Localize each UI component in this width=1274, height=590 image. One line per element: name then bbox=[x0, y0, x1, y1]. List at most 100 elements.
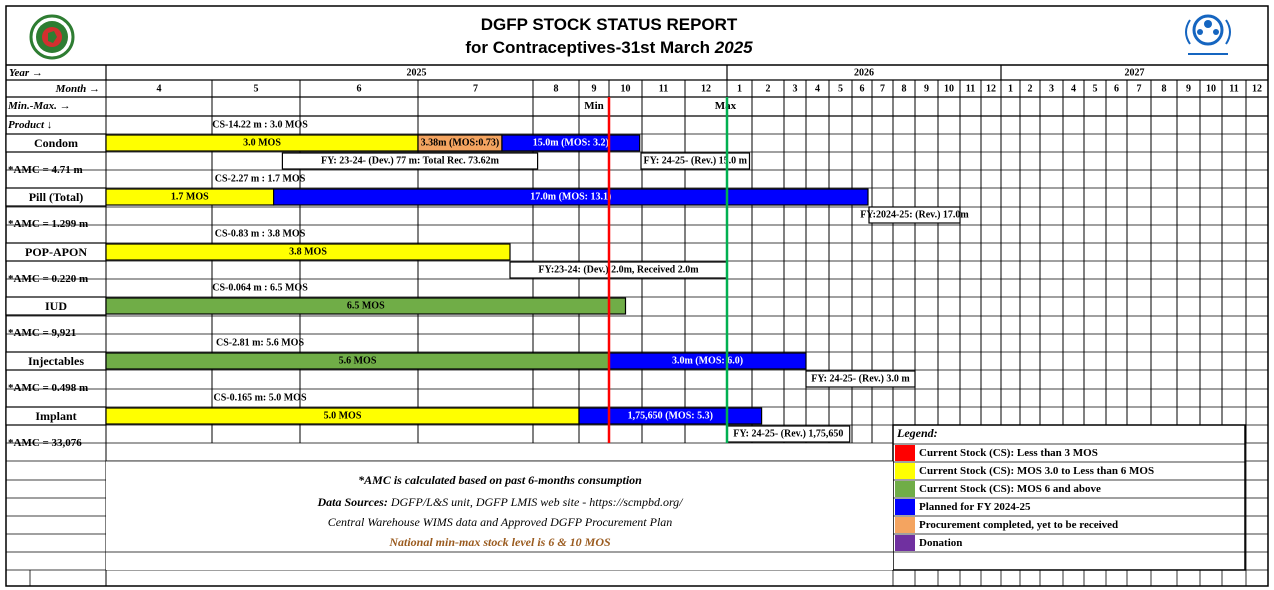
subtitle-prefix: for Contraceptives-31st March bbox=[465, 38, 715, 57]
month-label: 5 bbox=[838, 84, 843, 95]
month-label: 5 bbox=[254, 84, 259, 95]
month-label: 6 bbox=[1114, 84, 1119, 95]
legend-swatch bbox=[895, 463, 915, 479]
legend-swatch bbox=[895, 499, 915, 515]
month-label: 2 bbox=[766, 84, 771, 95]
report-subtitle: for Contraceptives-31st March 2025 bbox=[0, 38, 1218, 58]
legend-swatch bbox=[895, 445, 915, 461]
bar-label: 17.0m (MOS: 13.1) bbox=[530, 192, 611, 203]
month-label: 10 bbox=[621, 84, 631, 95]
month-label: 12 bbox=[701, 84, 711, 95]
fy-note-box bbox=[281, 152, 539, 170]
product-name-pop-apon: POP-APON bbox=[25, 245, 87, 259]
legend-swatch bbox=[895, 481, 915, 497]
month-label: 7 bbox=[880, 84, 885, 95]
bar-label: 3.8 MOS bbox=[289, 247, 327, 258]
amc-label: *AMC = 0.220 m bbox=[8, 273, 88, 285]
month-label: 10 bbox=[944, 84, 954, 95]
report-title: DGFP STOCK STATUS REPORT bbox=[480, 15, 738, 34]
month-label: 6 bbox=[357, 84, 362, 95]
month-label: 2 bbox=[1028, 84, 1033, 95]
cs-label: CS-0.064 m : 6.5 MOS bbox=[212, 283, 308, 294]
amc-label: *AMC = 9,921 bbox=[8, 327, 76, 339]
legend-label: Current Stock (CS): MOS 6 and above bbox=[919, 483, 1101, 495]
bar-label: 3.0 MOS bbox=[243, 138, 281, 149]
product-name-injectables: Injectables bbox=[28, 354, 84, 368]
stock-bar bbox=[273, 188, 869, 206]
fy-note-label: FY:2024-25: (Rev.) 17.0m bbox=[860, 210, 969, 221]
month-label: 10 bbox=[1206, 84, 1216, 95]
month-label: 7 bbox=[473, 84, 478, 95]
fy-note-box bbox=[805, 370, 916, 388]
year-axis-label: Year → bbox=[9, 67, 43, 79]
stock-bar bbox=[105, 243, 511, 261]
fy-note-label: FY: 24-25- (Rev.) 3.0 m bbox=[811, 374, 910, 385]
fy-note-label: FY:23-24: (Dev.) 2.0m, Received 2.0m bbox=[538, 265, 699, 276]
month-label: 11 bbox=[1229, 84, 1238, 95]
month-label: 4 bbox=[1071, 84, 1076, 95]
bar-label: 15.0m (MOS: 3.2) bbox=[533, 138, 609, 149]
year-label-2027: 2027 bbox=[1125, 68, 1145, 79]
legend-label: Procurement completed, yet to be receive… bbox=[919, 519, 1118, 531]
legend-label: Current Stock (CS): Less than 3 MOS bbox=[919, 447, 1098, 459]
month-label: 1 bbox=[737, 84, 742, 95]
month-label: 3 bbox=[1049, 84, 1054, 95]
legend-label: Donation bbox=[919, 537, 962, 549]
stock-bar bbox=[105, 297, 627, 315]
legend-label: Current Stock (CS): MOS 3.0 to Less than… bbox=[919, 465, 1154, 477]
warehouse-note: Central Warehouse WIMS data and Approved… bbox=[327, 515, 673, 529]
month-label: 11 bbox=[966, 84, 975, 95]
month-label: 8 bbox=[1162, 84, 1167, 95]
product-name-condom: Condom bbox=[34, 136, 78, 150]
product-axis-label: Product ↓ bbox=[8, 119, 52, 131]
max-label: Max bbox=[715, 100, 737, 112]
fy-note-label: FY: 24-25- (Rev.) 15.0 m bbox=[643, 156, 747, 167]
amc-label: *AMC = 0.498 m bbox=[8, 382, 88, 394]
stock-bar bbox=[578, 407, 763, 425]
data-sources-text: DGFP/L&S unit, DGFP LMIS web site - http… bbox=[387, 495, 683, 509]
month-label: 9 bbox=[924, 84, 929, 95]
month-label: 12 bbox=[1252, 84, 1262, 95]
legend-title: Legend: bbox=[896, 426, 938, 440]
fy-note-label: FY: 24-25- (Rev.) 1,75,650 bbox=[733, 429, 843, 440]
legend-swatch bbox=[895, 535, 915, 551]
product-name-implant: Implant bbox=[35, 409, 76, 423]
bar-label: 1,75,650 (MOS: 5.3) bbox=[628, 411, 713, 422]
month-label: 9 bbox=[592, 84, 597, 95]
bar-label: 5.0 MOS bbox=[324, 411, 362, 422]
month-axis-label: Month → bbox=[55, 83, 100, 95]
cs-label: CS-2.27 m : 1.7 MOS bbox=[215, 174, 306, 185]
family-planning-logo bbox=[1185, 14, 1231, 55]
bar-label: 3.0m (MOS: 6.0) bbox=[672, 356, 743, 367]
month-label: 4 bbox=[157, 84, 162, 95]
national-minmax-note: National min-max stock level is 6 & 10 M… bbox=[389, 535, 611, 549]
month-label: 4 bbox=[815, 84, 820, 95]
bar-label: 6.5 MOS bbox=[347, 301, 385, 312]
product-name-pill-total-: Pill (Total) bbox=[29, 190, 84, 204]
month-label: 11 bbox=[659, 84, 668, 95]
month-label: 8 bbox=[554, 84, 559, 95]
product-name-iud: IUD bbox=[45, 299, 67, 313]
bar-label: 5.6 MOS bbox=[339, 356, 377, 367]
cs-label: CS-0.165 m: 5.0 MOS bbox=[213, 393, 306, 404]
bar-label: 3.38m (MOS:0.73) bbox=[421, 138, 500, 149]
amc-note: *AMC is calculated based on past 6-month… bbox=[358, 473, 642, 487]
fy-note-label: FY: 23-24- (Dev.) 77 m: Total Rec. 73.62… bbox=[321, 156, 500, 167]
amc-label: *AMC = 4.71 m bbox=[8, 164, 83, 176]
year-label-2026: 2026 bbox=[854, 68, 874, 79]
min-label: Min bbox=[584, 100, 604, 112]
bangladesh-emblem-logo bbox=[29, 14, 75, 60]
cs-label: CS-0.83 m : 3.8 MOS bbox=[215, 229, 306, 240]
month-label: 8 bbox=[902, 84, 907, 95]
month-label: 7 bbox=[1137, 84, 1142, 95]
month-label: 1 bbox=[1008, 84, 1013, 95]
legend-box bbox=[892, 424, 1246, 571]
subtitle-year: 2025 bbox=[714, 38, 753, 57]
fy-note-box bbox=[640, 152, 751, 170]
bar-label: 1.7 MOS bbox=[171, 192, 209, 203]
month-label: 5 bbox=[1093, 84, 1098, 95]
amc-label: *AMC = 1.299 m bbox=[8, 218, 88, 230]
month-label: 6 bbox=[860, 84, 865, 95]
amc-label: *AMC = 33,076 bbox=[8, 437, 82, 449]
